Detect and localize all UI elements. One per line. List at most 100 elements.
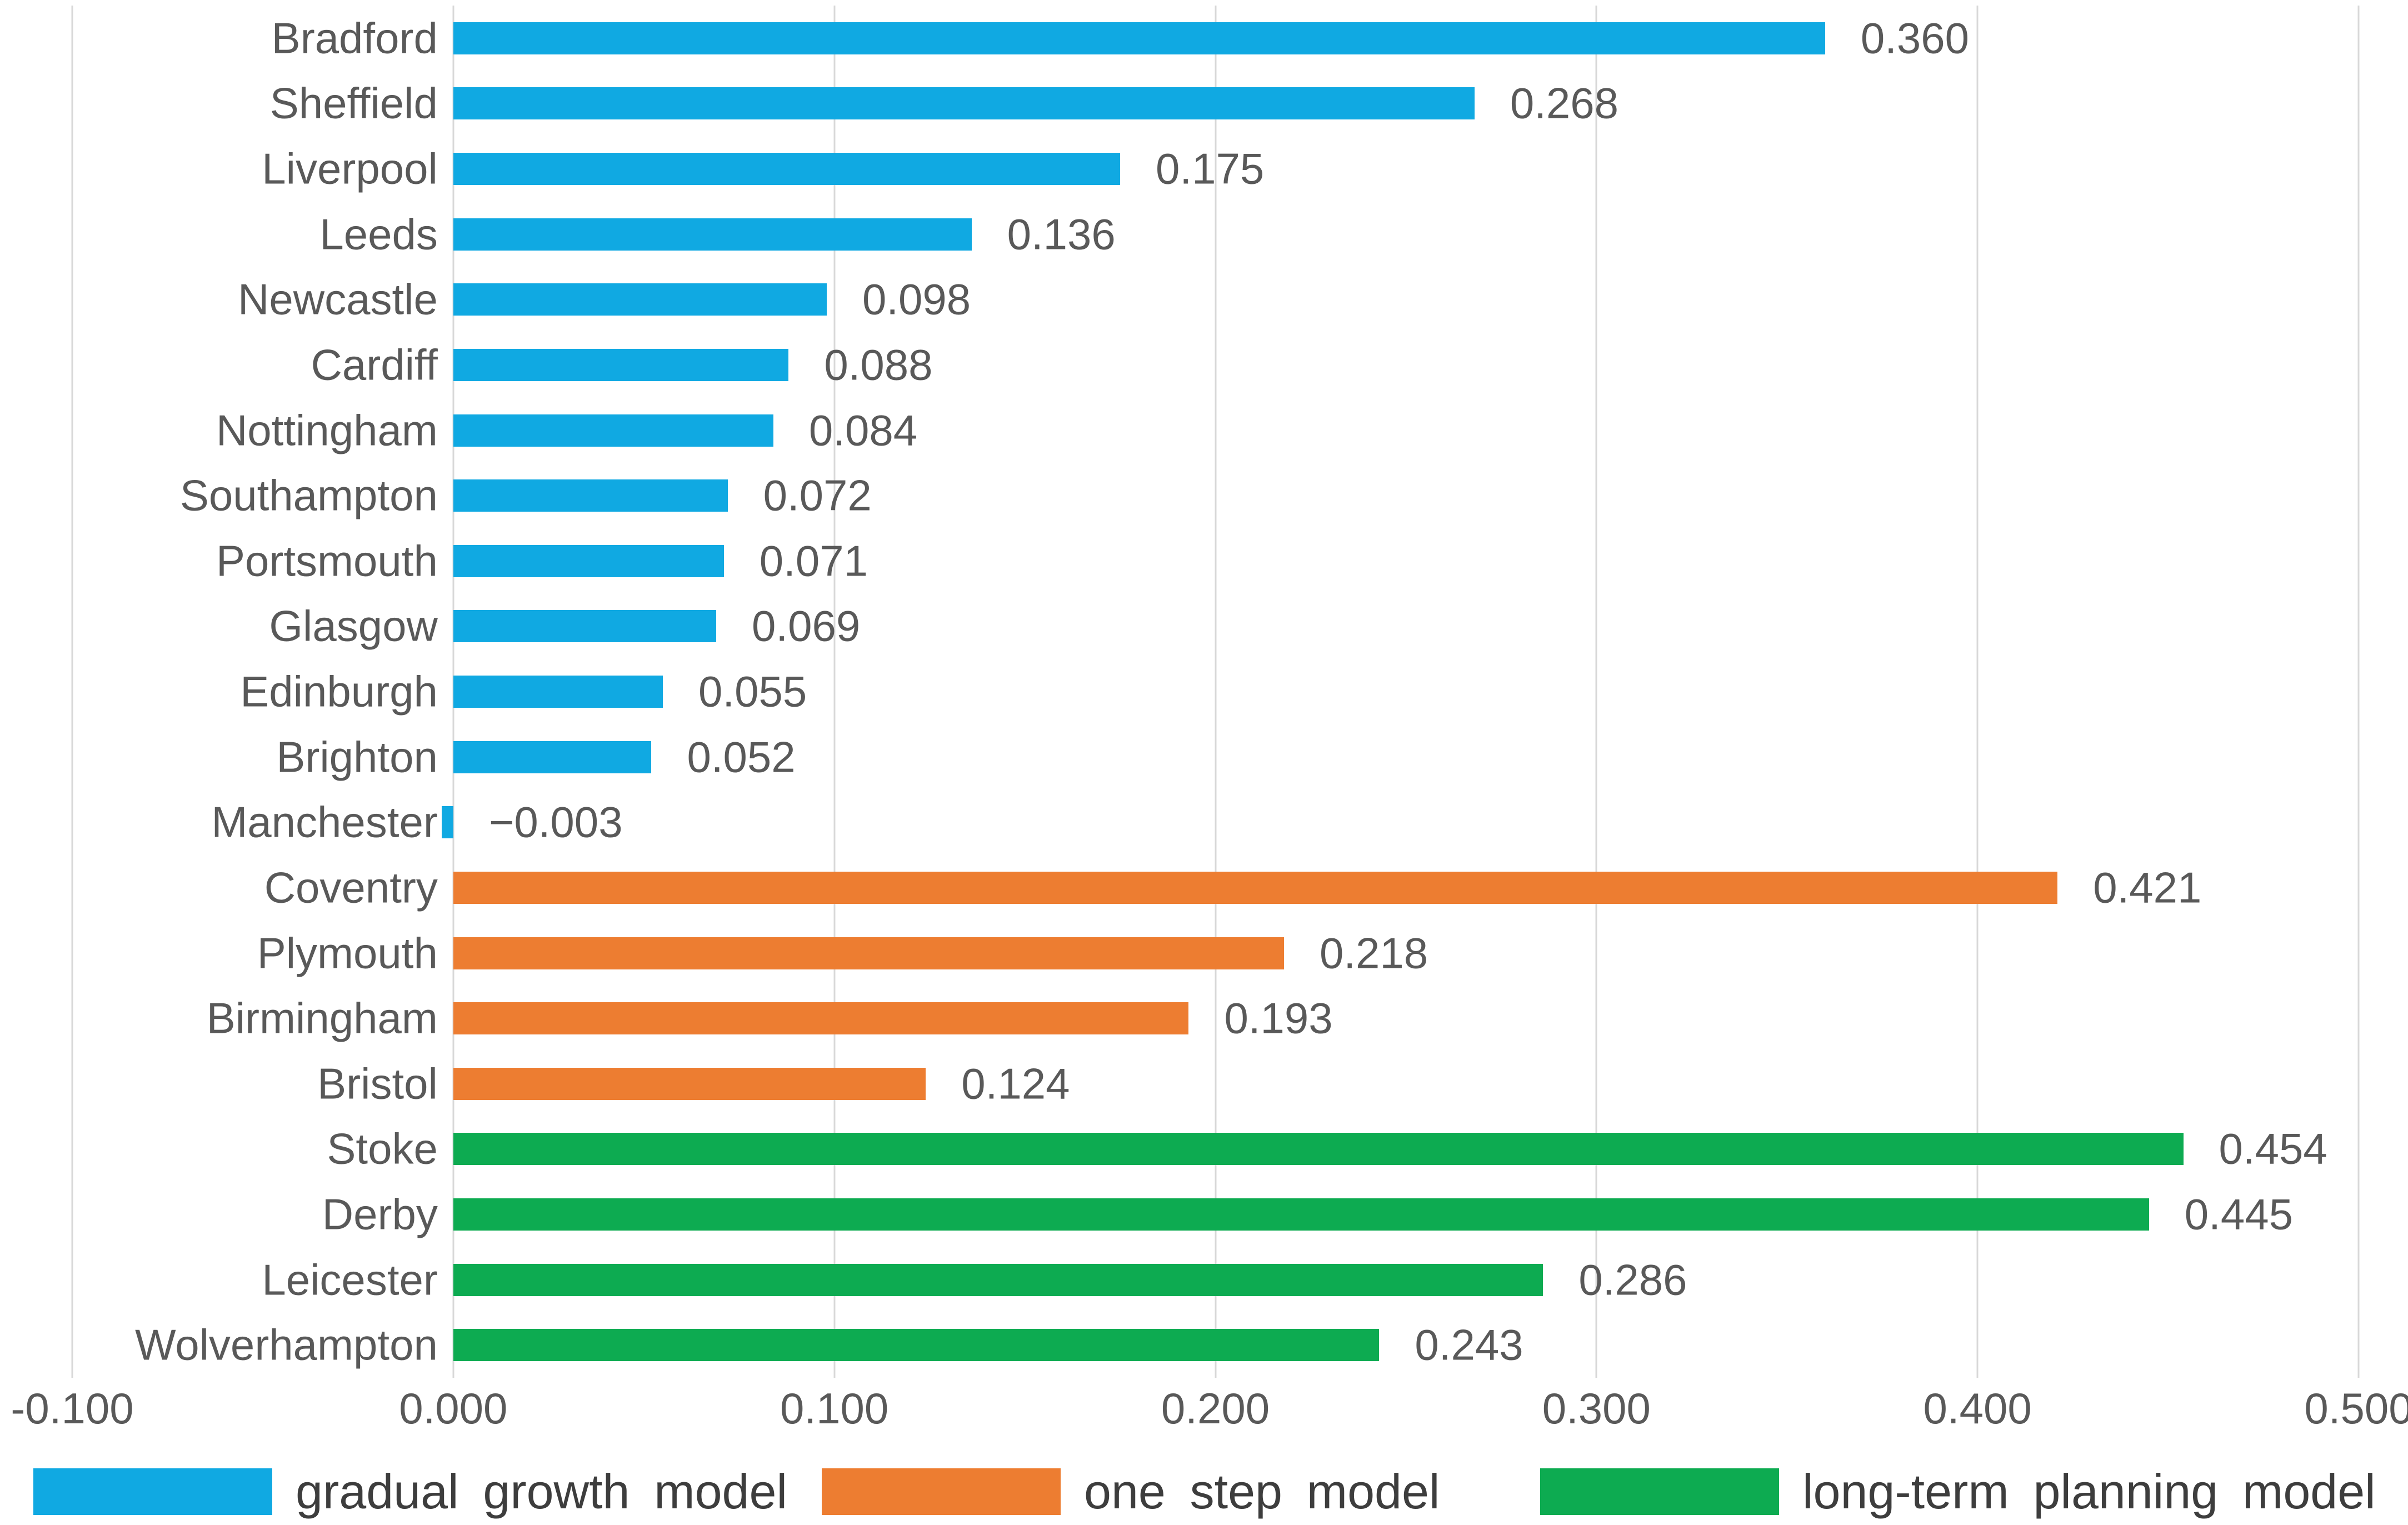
gridline bbox=[1595, 6, 1597, 1378]
legend-swatch-green bbox=[1540, 1468, 1779, 1515]
value-label: 0.136 bbox=[1007, 209, 1116, 259]
bar-row-cardiff: Cardiff 0.088 bbox=[72, 332, 2359, 398]
bar bbox=[453, 348, 789, 381]
bar-row-stoke: Stoke 0.454 bbox=[72, 1117, 2359, 1182]
category-label: Sheffield bbox=[269, 78, 438, 128]
bar bbox=[453, 1329, 1380, 1362]
x-tick-label: 0.400 bbox=[1923, 1384, 2032, 1433]
value-label: 0.286 bbox=[1578, 1255, 1687, 1304]
value-label: 0.445 bbox=[2184, 1189, 2293, 1239]
bar-row-derby: Derby 0.445 bbox=[72, 1182, 2359, 1247]
gridline bbox=[2357, 6, 2360, 1378]
bar-row-birmingham: Birmingham 0.193 bbox=[72, 986, 2359, 1051]
legend-item-one-step-model: one step model bbox=[822, 1461, 1440, 1522]
x-tick-label: 0.200 bbox=[1161, 1384, 1270, 1433]
category-label: Liverpool bbox=[262, 144, 438, 193]
bar-row-newcastle: Newcastle 0.098 bbox=[72, 267, 2359, 333]
gridline bbox=[1976, 6, 1979, 1378]
bar-row-manchester: Manchester −0.003 bbox=[72, 790, 2359, 856]
bar-row-coventry: Coventry 0.421 bbox=[72, 855, 2359, 921]
x-axis: -0.100 0.000 0.100 0.200 0.300 0.400 0.500 bbox=[11, 1378, 2408, 1439]
bar-row-nottingham: Nottingham 0.084 bbox=[72, 398, 2359, 463]
category-label: Birmingham bbox=[206, 993, 438, 1043]
category-label: Leeds bbox=[319, 209, 438, 259]
legend: gradual growth model one step model long… bbox=[0, 1461, 2408, 1522]
bar bbox=[453, 218, 972, 251]
bar bbox=[453, 937, 1284, 969]
category-label: Plymouth bbox=[257, 928, 438, 978]
bar-row-leicester: Leicester 0.286 bbox=[72, 1247, 2359, 1313]
bar bbox=[453, 1133, 2184, 1166]
bar bbox=[453, 544, 724, 577]
bar bbox=[453, 1263, 1543, 1296]
bar-row-portsmouth: Portsmouth 0.071 bbox=[72, 528, 2359, 594]
category-label: Edinburgh bbox=[240, 667, 438, 716]
bar-row-leeds: Leeds 0.136 bbox=[72, 202, 2359, 267]
value-label: 0.084 bbox=[808, 406, 918, 455]
bar bbox=[453, 676, 663, 708]
value-label: 0.268 bbox=[1510, 78, 1619, 128]
value-label: 0.218 bbox=[1319, 928, 1428, 978]
bar bbox=[453, 1067, 926, 1100]
category-label: Manchester bbox=[211, 797, 438, 847]
bar-row-liverpool: Liverpool 0.175 bbox=[72, 136, 2359, 202]
category-label: Newcastle bbox=[238, 274, 438, 324]
value-label: 0.052 bbox=[687, 732, 796, 782]
bar bbox=[453, 22, 1825, 54]
gridline bbox=[1215, 6, 1216, 1378]
category-label: Glasgow bbox=[269, 601, 438, 651]
value-label: 0.098 bbox=[862, 274, 971, 324]
x-tick-label: 0.000 bbox=[399, 1384, 508, 1433]
value-label: 0.069 bbox=[752, 601, 861, 651]
x-tick-label: 0.300 bbox=[1542, 1384, 1651, 1433]
legend-item-long-term-planning-model: long-term planning model bbox=[1540, 1461, 2376, 1522]
legend-label: long-term planning model bbox=[1802, 1464, 2376, 1519]
value-label: 0.175 bbox=[1156, 144, 1265, 193]
value-label: 0.072 bbox=[763, 471, 872, 520]
category-label: Southampton bbox=[179, 471, 438, 520]
plot-area: Bradford 0.360 Sheffield 0.268 Liverpool 0.17… bbox=[71, 6, 2360, 1378]
value-label: 0.071 bbox=[759, 536, 868, 586]
bar-row-plymouth: Plymouth 0.218 bbox=[72, 921, 2359, 986]
category-label: Leicester bbox=[262, 1255, 438, 1304]
bar bbox=[453, 283, 827, 316]
legend-swatch-blue bbox=[33, 1468, 272, 1515]
category-label: Bradford bbox=[271, 13, 438, 63]
value-label: 0.243 bbox=[1415, 1320, 1523, 1369]
bar bbox=[453, 610, 717, 643]
value-label: 0.360 bbox=[1860, 13, 1970, 63]
legend-label: gradual growth model bbox=[296, 1464, 787, 1519]
bar-row-edinburgh: Edinburgh 0.055 bbox=[72, 659, 2359, 724]
value-label: 0.454 bbox=[2219, 1124, 2327, 1173]
bar bbox=[453, 414, 773, 447]
bar bbox=[453, 1198, 2149, 1231]
category-label: Stoke bbox=[327, 1124, 438, 1173]
bar bbox=[453, 87, 1475, 120]
bar-row-sheffield: Sheffield 0.268 bbox=[72, 71, 2359, 137]
legend-swatch-orange bbox=[822, 1468, 1061, 1515]
bar bbox=[453, 479, 728, 512]
value-label: 0.193 bbox=[1224, 993, 1333, 1043]
x-tick-label: -0.100 bbox=[11, 1384, 134, 1433]
x-tick-label: 0.500 bbox=[2304, 1384, 2408, 1433]
legend-label: one step model bbox=[1084, 1464, 1440, 1519]
bar bbox=[453, 871, 2058, 904]
value-label: 0.421 bbox=[2093, 863, 2202, 912]
category-label: Nottingham bbox=[216, 406, 438, 455]
gridline bbox=[71, 6, 73, 1378]
bar bbox=[453, 1002, 1189, 1035]
category-label: Coventry bbox=[264, 863, 438, 912]
bar-row-bradford: Bradford 0.360 bbox=[72, 6, 2359, 71]
bar-row-brighton: Brighton 0.052 bbox=[72, 724, 2359, 790]
bar-row-wolverhampton: Wolverhampton 0.243 bbox=[72, 1313, 2359, 1378]
gridline bbox=[833, 6, 836, 1378]
category-label: Cardiff bbox=[311, 340, 438, 389]
value-label: −0.003 bbox=[488, 797, 623, 847]
value-label: 0.088 bbox=[824, 340, 933, 389]
bar-row-glasgow: Glasgow 0.069 bbox=[72, 594, 2359, 659]
bar bbox=[442, 806, 453, 839]
category-label: Brighton bbox=[276, 732, 438, 782]
category-label: Derby bbox=[322, 1189, 438, 1239]
bar-row-southampton: Southampton 0.072 bbox=[72, 463, 2359, 528]
